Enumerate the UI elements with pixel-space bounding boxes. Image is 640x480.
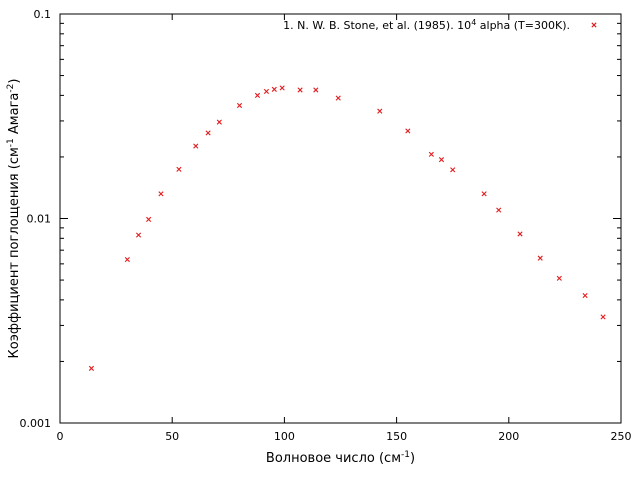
axis-ticks xyxy=(59,13,622,424)
data-point xyxy=(205,130,211,136)
x-tick-label: 100 xyxy=(274,430,295,443)
data-point xyxy=(158,191,164,197)
data-point xyxy=(124,256,130,263)
legend: 1. N. W. B. Stone, et al. (1985). 104 al… xyxy=(283,18,597,32)
data-point xyxy=(428,151,434,157)
legend-marker xyxy=(591,22,597,28)
x-axis-title: Волновое число (см-1) xyxy=(266,450,415,466)
data-point xyxy=(481,191,487,197)
data-point xyxy=(517,231,523,237)
data-point xyxy=(313,87,319,93)
data-point xyxy=(279,85,285,91)
data-point xyxy=(236,102,243,109)
data-point xyxy=(377,108,383,114)
data-point xyxy=(537,255,543,261)
data-point xyxy=(263,88,270,95)
data-point xyxy=(193,143,199,149)
y-tick-label: 0.1 xyxy=(34,8,52,21)
data-point xyxy=(600,314,606,320)
data-point xyxy=(297,87,303,93)
plot-frame xyxy=(59,13,622,424)
data-points xyxy=(88,85,606,371)
data-point xyxy=(88,365,95,371)
data-point xyxy=(450,167,456,173)
y-tick-label: 0.001 xyxy=(20,417,52,430)
data-point xyxy=(271,86,277,92)
data-point xyxy=(216,119,222,125)
data-point xyxy=(176,166,182,172)
data-point xyxy=(146,216,152,222)
data-point xyxy=(135,232,142,238)
legend-marker-x xyxy=(591,22,597,28)
x-tick-label: 250 xyxy=(611,430,632,443)
data-point xyxy=(556,275,562,281)
data-point xyxy=(335,95,341,101)
y-axis-title: Коэффициент поглощения (см-1 Амага-2) xyxy=(6,79,22,359)
data-point xyxy=(582,292,588,299)
x-tick-labels: 0 50 100 150 200 250 xyxy=(57,430,632,443)
x-tick-label: 0 xyxy=(57,430,64,443)
x-tick-label: 200 xyxy=(498,430,519,443)
data-point xyxy=(438,157,445,163)
data-point xyxy=(254,92,261,98)
y-tick-label: 0.01 xyxy=(27,213,52,226)
y-tick-labels: 0.001 0.01 0.1 xyxy=(20,8,52,430)
x-tick-label: 150 xyxy=(386,430,407,443)
legend-entry: 1. N. W. B. Stone, et al. (1985). 104 al… xyxy=(283,18,570,32)
x-tick-label: 50 xyxy=(165,430,179,443)
data-point xyxy=(496,207,502,213)
data-point xyxy=(405,128,411,134)
